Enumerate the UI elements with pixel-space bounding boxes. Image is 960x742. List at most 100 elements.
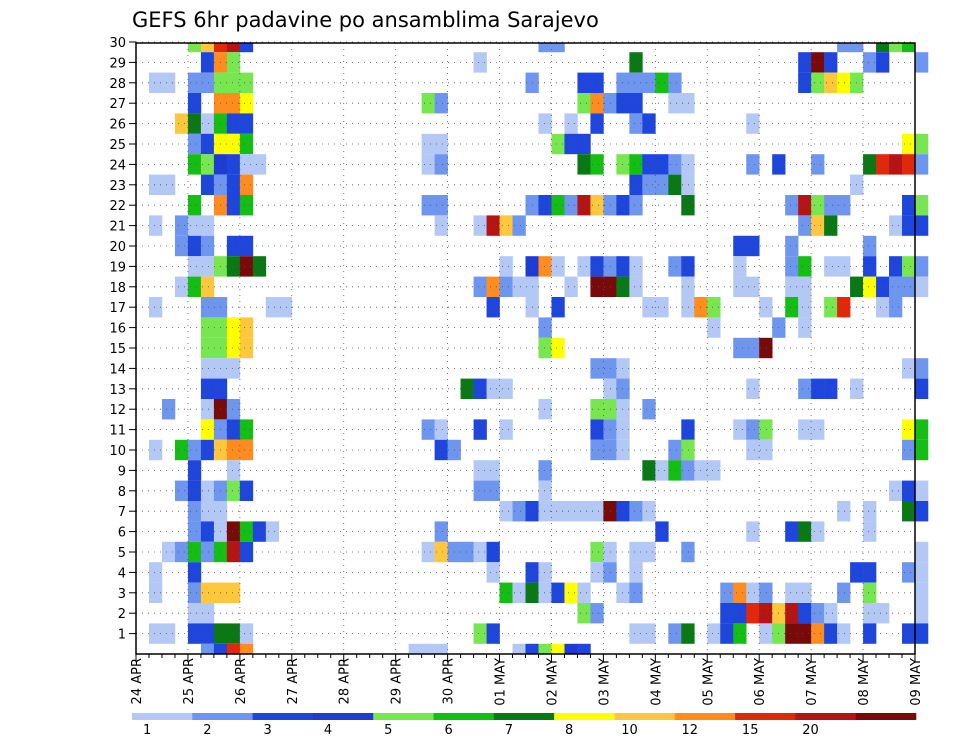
heatmap-cell [746,521,760,542]
heatmap-cell [798,419,812,440]
heatmap-cell [564,113,578,134]
heatmap-cell [811,623,825,644]
heatmap-cell [239,154,254,175]
heatmap-cell [239,93,254,114]
heatmap-cell [226,317,241,338]
heatmap-cell [200,643,215,654]
colorbar-swatch [795,713,856,720]
heatmap-cell [824,215,838,236]
colorbar-label: 15 [742,723,759,738]
colorbar: 1 2 3 4 5 6 7 8 10 12 15 20 [132,713,917,738]
heatmap-cell [681,276,695,297]
heatmap-cell [161,399,176,420]
heatmap-cell [499,501,513,522]
heatmap-cell [421,154,435,175]
colorbar-swatch [554,713,615,720]
y-tick-label: 23 [109,179,126,194]
heatmap-cell [915,358,929,379]
heatmap-cell [850,43,864,53]
heatmap-cell [226,521,241,542]
heatmap-cell [499,256,513,277]
heatmap-cell [148,215,163,236]
heatmap-cell [486,480,500,501]
heatmap-cell [200,337,215,359]
heatmap-cell [668,623,682,644]
y-tick-label: 25 [109,138,126,153]
y-tick-label: 6 [118,526,126,541]
heatmap-cell [616,358,630,379]
heatmap-cell [629,195,643,216]
heatmap-cell [226,582,241,603]
heatmap-cell [239,43,254,53]
heatmap-cell [733,582,747,603]
heatmap-cell [226,93,241,114]
colorbar-label: 4 [324,723,332,738]
heatmap-cell [226,133,241,155]
heatmap-cell [200,439,215,461]
heatmap-cell [538,256,552,277]
heatmap-cell [174,113,189,134]
heatmap-cell [681,256,695,277]
colorbar-label: 20 [802,723,819,738]
heatmap-cell [746,439,760,461]
heatmap-cell [551,643,565,654]
heatmap-cell [655,154,669,175]
heatmap-cell [681,541,695,563]
heatmap-cell [252,256,267,277]
heatmap-cell [785,623,799,644]
heatmap-cell [239,195,254,216]
heatmap-cell [239,235,254,257]
heatmap-cell [629,52,643,73]
heatmap-cell [512,643,526,654]
heatmap-cell [746,154,760,175]
heatmap-cell [512,501,526,522]
heatmap-cell [226,235,241,257]
heatmap-cell [785,297,799,318]
heatmap-cell [161,541,176,563]
heatmap-cell [434,215,448,236]
heatmap-cell [798,317,812,338]
heatmap-cell [226,154,241,175]
heatmap-cell [187,623,202,644]
heatmap-cell [798,52,812,73]
heatmap-cell [421,643,435,654]
colorbar-label: 12 [682,723,699,738]
y-tick-label: 3 [118,587,126,602]
heatmap-cell [473,276,487,297]
heatmap-cell [200,521,215,542]
heatmap-cell [551,297,565,318]
heatmap-cell [499,582,513,603]
heatmap-cell [863,276,877,297]
heatmap-cell [226,52,241,73]
heatmap-cell [187,113,202,134]
heatmap-cell [915,582,929,603]
heatmap-cell [187,501,202,522]
heatmap-cell [889,154,903,175]
heatmap-cell [889,480,903,501]
heatmap-cell [174,541,189,563]
heatmap-cell [863,562,877,583]
heatmap-cell [590,93,604,114]
heatmap-cell [668,256,682,277]
heatmap-cell [889,276,903,297]
heatmap-cell [538,562,552,583]
heatmap-cell [551,256,565,277]
heatmap-cell [538,582,552,603]
heatmap-cell [642,460,656,481]
heatmap-cell [577,93,591,114]
heatmap-cell [707,623,721,644]
heatmap-cell [200,582,215,603]
heatmap-cell [486,562,500,583]
heatmap-cell [551,337,565,359]
heatmap-cell [616,256,630,277]
heatmap-cell [902,256,916,277]
heatmap-cell [915,439,929,461]
heatmap-cell [148,72,163,93]
heatmap-cell [681,460,695,481]
heatmap-cell [486,623,500,644]
y-tick-label: 14 [109,362,126,377]
heatmap-cell [629,623,643,644]
heatmap-cell [668,72,682,93]
heatmap-cell [148,562,163,583]
